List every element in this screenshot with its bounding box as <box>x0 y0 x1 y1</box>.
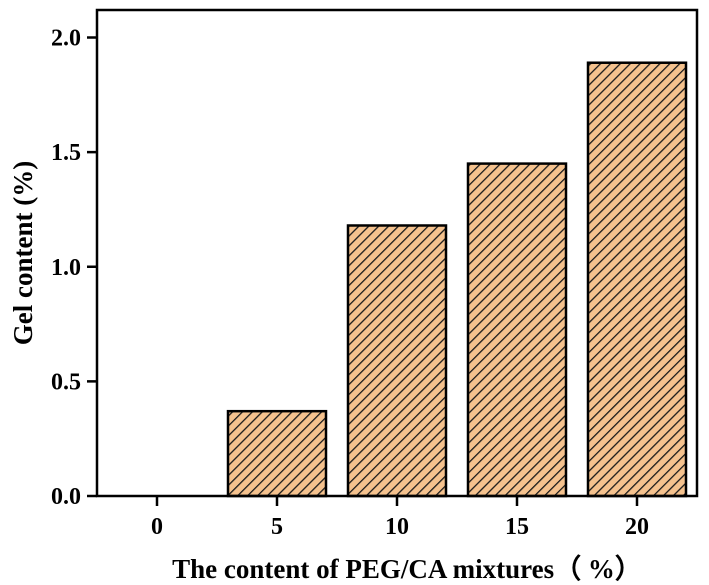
y-axis-ticks: 0.0 0.5 1.0 1.5 2.0 <box>51 26 97 510</box>
bars-group <box>226 61 688 498</box>
x-tick-label: 20 <box>625 514 649 540</box>
x-axis-ticks: 0 5 10 15 20 <box>151 496 649 540</box>
bar-20 <box>586 61 688 498</box>
bar-15 <box>466 162 568 498</box>
x-tick-label: 5 <box>271 514 283 540</box>
bar-5 <box>226 409 328 498</box>
y-tick-label: 1.5 <box>51 140 81 166</box>
y-axis-title: Gel content (%) <box>8 161 38 345</box>
x-tick-label: 15 <box>505 514 529 540</box>
y-tick-label: 0.0 <box>51 484 81 510</box>
x-tick-label: 0 <box>151 514 163 540</box>
y-tick-label: 1.0 <box>51 255 81 281</box>
x-axis-title: The content of PEG/CA mixtures（ %） <box>172 554 642 584</box>
x-tick-label: 10 <box>385 514 409 540</box>
y-tick-label: 0.5 <box>51 369 81 395</box>
bar-10 <box>346 224 448 498</box>
y-tick-label: 2.0 <box>51 26 81 52</box>
